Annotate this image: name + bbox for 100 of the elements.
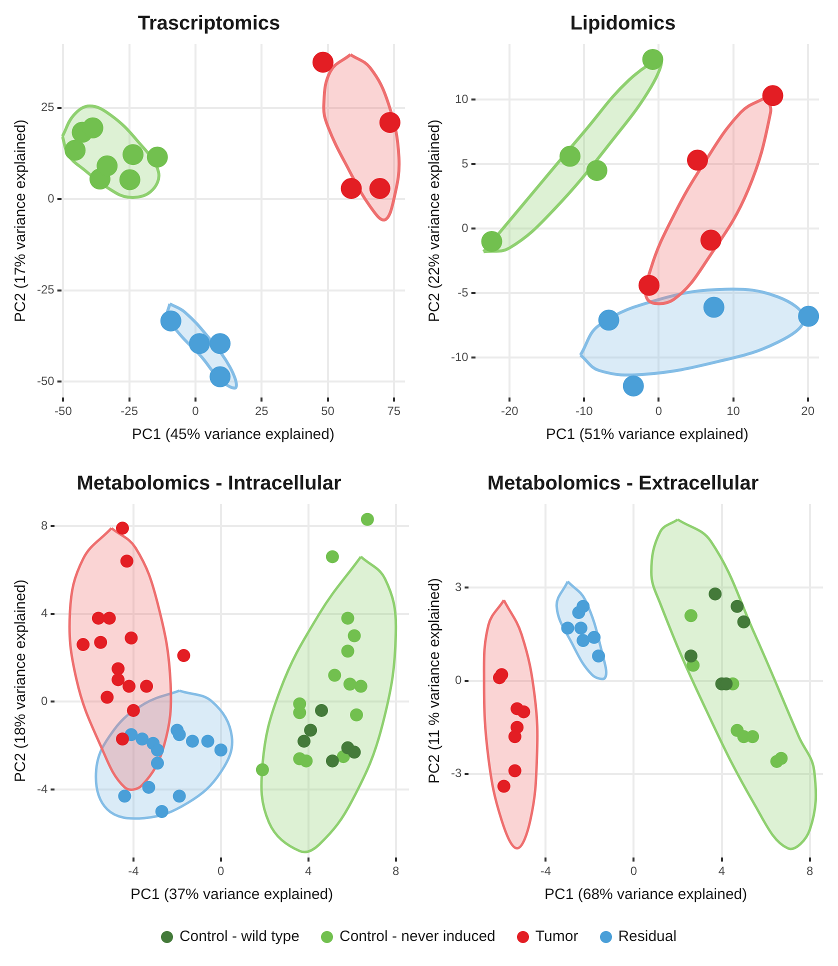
y-axis-title: PC2 (18% variance explained) [12, 579, 30, 782]
chart-title: Trascriptomics [138, 12, 280, 35]
x-tick-label: 25 [254, 404, 269, 418]
x-tick-label: 4 [305, 864, 312, 878]
chart-title: Lipidomics [570, 12, 676, 35]
point [588, 630, 601, 644]
point [120, 554, 134, 568]
legend-label: Control - never induced [339, 928, 496, 945]
point [622, 375, 644, 396]
point [201, 734, 214, 748]
point [354, 680, 368, 693]
point [64, 140, 86, 161]
point [497, 780, 510, 793]
point [746, 730, 760, 744]
point [210, 333, 231, 354]
point [119, 169, 140, 190]
point [341, 644, 354, 658]
point [560, 146, 581, 167]
y-tick-label: -4 [37, 782, 48, 796]
point [122, 680, 136, 693]
y-tick-label: 0 [48, 191, 55, 206]
x-tick-label: -10 [576, 404, 594, 418]
y-tick-label: -50 [37, 374, 55, 388]
y-tick-label: 3 [454, 580, 462, 594]
point [360, 512, 374, 526]
point [150, 743, 164, 756]
point [798, 306, 819, 327]
point [684, 609, 698, 622]
point [136, 732, 149, 746]
point [102, 612, 116, 625]
point [737, 615, 750, 628]
point [100, 690, 114, 704]
legend-label: Tumor [535, 928, 578, 945]
point [122, 144, 144, 166]
x-tick-label: 4 [718, 864, 726, 878]
point [172, 790, 186, 803]
point [348, 746, 361, 759]
x-tick-label: 0 [655, 404, 662, 418]
y-tick-label: -25 [37, 282, 55, 297]
point [642, 48, 664, 70]
y-axis-title: PC2 (22% variance explained) [426, 119, 444, 322]
y-tick-label: -3 [451, 766, 462, 780]
point [96, 155, 118, 176]
y-axis-title: PC2 (17% variance explained) [12, 119, 30, 322]
point [343, 678, 356, 691]
x-tick-label: -4 [128, 864, 140, 878]
point [293, 706, 306, 720]
point [300, 754, 313, 768]
point [76, 638, 90, 652]
point [586, 160, 608, 181]
point [762, 85, 784, 106]
y-tick-label: -5 [458, 285, 469, 300]
point [92, 612, 105, 625]
point [118, 790, 132, 803]
legend-label: Residual [618, 928, 677, 945]
point [256, 763, 269, 776]
point [94, 636, 108, 649]
point [126, 704, 140, 717]
point [684, 649, 698, 662]
y-tick-label: 8 [40, 518, 48, 532]
point [82, 117, 104, 138]
point [508, 764, 522, 778]
x-tick-label: 0 [630, 864, 638, 878]
point [576, 600, 590, 613]
point [576, 634, 590, 647]
y-tick-label: 5 [462, 156, 469, 170]
x-tick-label: -25 [120, 404, 138, 418]
y-tick-label: 0 [462, 220, 469, 235]
y-tick-label: 10 [454, 92, 469, 106]
chart-title: Metabolomics - Intracellular [76, 472, 342, 495]
x-tick-label: -4 [540, 864, 552, 878]
x-tick-label: 75 [387, 404, 401, 418]
point [592, 649, 606, 662]
point [112, 673, 125, 686]
x-tick-label: 50 [321, 404, 335, 418]
legend-label: Control - wild type [179, 928, 300, 945]
point [341, 612, 354, 625]
point [150, 756, 164, 770]
point [574, 622, 588, 635]
x-axis-title: PC1 (45% variance explained) [132, 426, 334, 444]
point [561, 622, 574, 635]
x-tick-label: 0 [218, 864, 225, 878]
point [495, 668, 508, 682]
point [116, 732, 129, 746]
point [326, 550, 339, 564]
point [481, 230, 502, 252]
point [340, 178, 362, 200]
point [730, 600, 744, 613]
point [326, 754, 339, 768]
point [350, 708, 364, 722]
point [348, 629, 361, 642]
y-axis-title: PC2 (11 % variance explained) [426, 578, 444, 784]
y-tick-label: 25 [40, 100, 55, 114]
point [638, 274, 660, 296]
point [304, 724, 318, 737]
point [774, 752, 788, 765]
point [703, 296, 724, 318]
x-axis-title: PC1 (37% variance explained) [130, 886, 334, 904]
point [298, 734, 311, 748]
x-tick-label: -20 [500, 404, 519, 418]
